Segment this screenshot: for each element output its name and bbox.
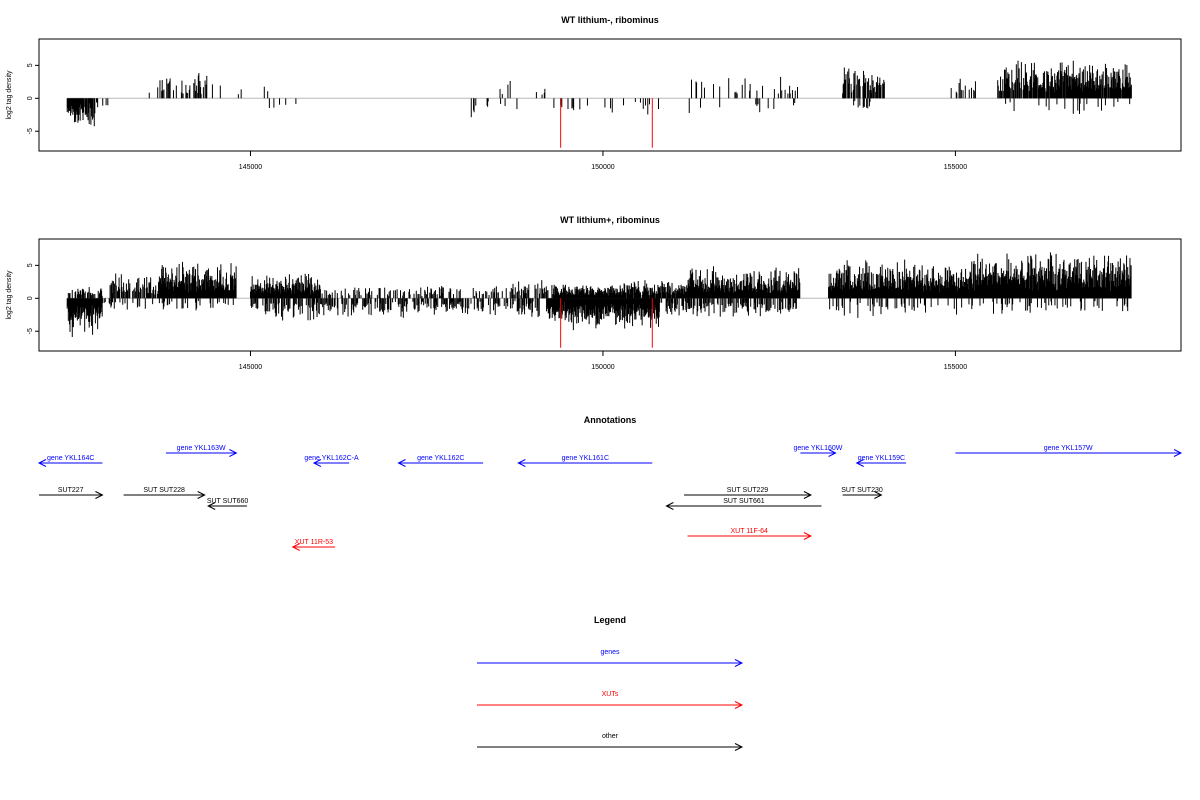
- legend-item-xut: XUTs: [477, 691, 744, 709]
- feature-sut-sut660: SUT SUT660: [207, 498, 249, 510]
- feature-sut-sut661: SUT SUT661: [665, 498, 822, 510]
- feature-arrow: [800, 449, 837, 457]
- feature-label: SUT SUT230: [841, 487, 883, 494]
- y-tick-label: 5: [27, 63, 34, 67]
- track-panel-lithium-minus: WT lithium-, ribominus log2 tag density …: [6, 15, 1182, 171]
- x-axis: 145000 150000 155000: [239, 151, 967, 171]
- feature-label: gene YKL162C: [417, 455, 464, 462]
- feature-gene-ykl162c: gene YKL162C: [397, 455, 484, 467]
- y-tick-label: 5: [27, 263, 34, 267]
- x-tick-label: 155000: [944, 164, 967, 171]
- feature-arrow: [684, 491, 813, 499]
- feature-label: gene YKL161C: [562, 455, 609, 462]
- feature-arrow: [123, 491, 206, 499]
- feature-label: SUT SUT228: [143, 487, 185, 494]
- x-tick-label: 155000: [944, 364, 967, 371]
- legend-title: Legend: [594, 615, 626, 625]
- feature-label: gene YKL159C: [858, 455, 905, 462]
- feature-label: XUT 11F-64: [730, 528, 768, 535]
- feature-label: SUT SUT660: [207, 498, 249, 505]
- feature-label: gene YKL157W: [1044, 445, 1093, 452]
- feature-arrow: [312, 459, 350, 467]
- x-tick-label: 150000: [591, 364, 614, 371]
- feature-gene-ykl157w: gene YKL157W: [955, 445, 1183, 457]
- feature-arrow: [842, 491, 883, 499]
- x-tick-label: 145000: [239, 164, 262, 171]
- legend-item-gene: genes: [477, 649, 744, 667]
- feature-sut-sut228: SUT SUT228: [123, 487, 206, 499]
- x-tick-label: 150000: [591, 164, 614, 171]
- feature-layer: gene YKL164C gene YKL163W gene YKL162C-A ge…: [37, 445, 1183, 551]
- feature-label: XUT 11R-53: [295, 539, 333, 546]
- feature-sut-sut230: SUT SUT230: [841, 487, 883, 499]
- feature-gene-ykl160w: gene YKL160W: [793, 445, 843, 457]
- x-axis: 145000 150000 155000: [239, 351, 967, 371]
- y-tick-label: -5: [27, 328, 34, 334]
- feature-arrow: [39, 491, 104, 499]
- feature-arrow: [207, 502, 247, 510]
- legend-arrow: [477, 701, 744, 709]
- feature-xut-11r-53: XUT 11R-53: [291, 539, 336, 551]
- density-bars: [66, 252, 1132, 348]
- annotations-title: Annotations: [584, 415, 637, 425]
- track-title: WT lithium-, ribominus: [561, 15, 659, 25]
- feature-label: SUT SUT229: [727, 487, 769, 494]
- legend-panel: Legend genes XUTs other: [477, 615, 744, 751]
- feature-arrow: [397, 459, 484, 467]
- track-panel-lithium-plus: WT lithium+, ribominus log2 tag density …: [6, 215, 1182, 371]
- feature-gene-ykl161c: gene YKL161C: [517, 455, 653, 467]
- feature-label: gene YKL163W: [177, 445, 226, 452]
- y-tick-label: -5: [27, 128, 34, 134]
- feature-gene-ykl163w: gene YKL163W: [165, 445, 238, 457]
- feature-arrow: [291, 543, 336, 551]
- feature-label: gene YKL164C: [47, 455, 94, 462]
- feature-arrow: [517, 459, 653, 467]
- y-axis: -5 0 5: [27, 63, 39, 134]
- legend-items: genes XUTs other: [477, 649, 744, 751]
- feature-sut-sut229: SUT SUT229: [684, 487, 813, 499]
- feature-label: gene YKL160W: [793, 445, 842, 452]
- feature-xut-11f-64: XUT 11F-64: [687, 528, 813, 540]
- legend-label: genes: [600, 649, 620, 656]
- feature-gene-ykl162c-a: gene YKL162C-A: [304, 455, 359, 467]
- feature-arrow: [687, 532, 813, 540]
- legend-label: XUTs: [602, 691, 619, 698]
- y-axis-label: log2 tag density: [6, 70, 13, 120]
- legend-label: other: [602, 733, 619, 740]
- plot-frame: [38, 38, 1182, 152]
- y-axis-label: log2 tag density: [6, 270, 13, 320]
- x-tick-label: 145000: [239, 364, 262, 371]
- feature-arrow: [665, 502, 822, 510]
- feature-arrow: [955, 449, 1183, 457]
- feature-label: SUT227: [58, 487, 84, 494]
- legend-arrow: [477, 743, 744, 751]
- feature-gene-ykl164c: gene YKL164C: [37, 455, 103, 467]
- feature-arrow: [165, 449, 238, 457]
- plot-frame: [38, 238, 1182, 352]
- legend-item-other: other: [477, 733, 744, 751]
- feature-sut227: SUT227: [39, 487, 104, 499]
- y-tick-label: 0: [27, 96, 34, 100]
- track-title: WT lithium+, ribominus: [560, 215, 660, 225]
- y-tick-label: 0: [27, 296, 34, 300]
- feature-gene-ykl159c: gene YKL159C: [855, 455, 907, 467]
- y-axis: -5 0 5: [27, 263, 39, 334]
- feature-arrow: [855, 459, 907, 467]
- density-bars: [66, 60, 1132, 148]
- feature-label: SUT SUT661: [723, 498, 765, 505]
- feature-label: gene YKL162C-A: [304, 455, 359, 462]
- feature-arrow: [37, 459, 103, 467]
- legend-arrow: [477, 659, 744, 667]
